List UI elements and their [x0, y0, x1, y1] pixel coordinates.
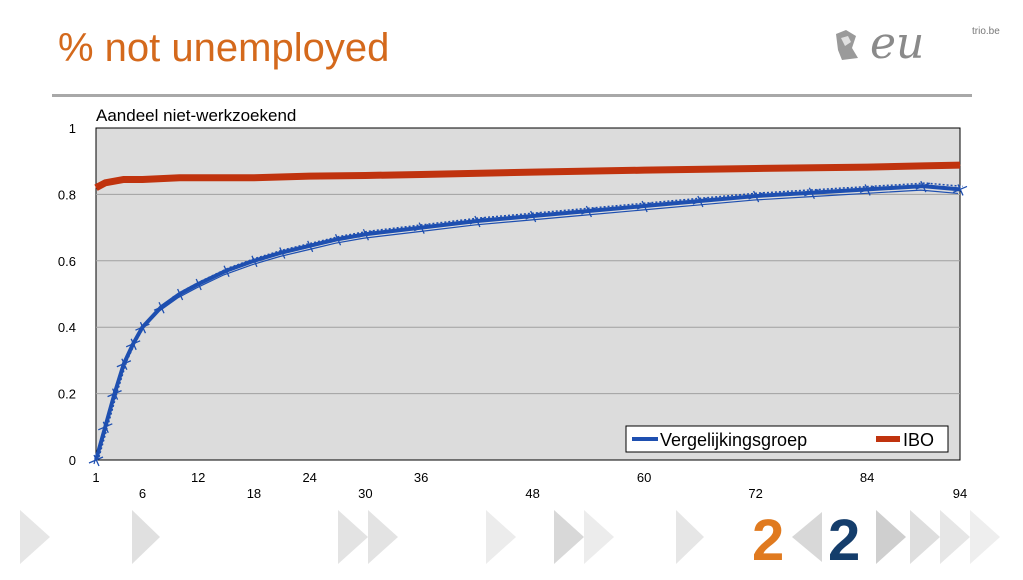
- footer-number-blue: 2: [828, 508, 860, 573]
- nav-chevron-9-icon: [876, 510, 906, 564]
- series-line-ibo: [94, 161, 961, 191]
- series-layer: [88, 161, 968, 467]
- data-point-ibo: [922, 165, 924, 167]
- x-tick-label: 36: [414, 470, 428, 485]
- nav-chevron-12-icon: [970, 510, 1000, 564]
- x-tick-label: 24: [302, 470, 316, 485]
- data-point-ibo: [959, 164, 961, 166]
- title-divider: [52, 94, 972, 97]
- data-point-vergelijkingsgroep: [116, 358, 132, 370]
- data-point-ibo: [253, 177, 255, 179]
- data-point-vergelijkingsgroep: [88, 454, 104, 467]
- data-point-vergelijkingsgroep: [302, 240, 317, 253]
- data-point-vergelijkingsgroep: [915, 180, 931, 193]
- data-point-vergelijkingsgroep: [413, 222, 429, 234]
- data-point-ibo: [420, 173, 422, 175]
- x-tick-label: 48: [525, 486, 539, 501]
- nav-chevron-4-icon: [368, 510, 398, 564]
- nav-chevron-10-icon: [910, 510, 940, 564]
- data-point-vergelijkingsgroep: [246, 255, 262, 268]
- y-tick-label: 0.8: [58, 187, 76, 202]
- data-point-vergelijkingsgroep: [98, 421, 113, 434]
- x-tick-label: 84: [860, 470, 874, 485]
- chart-container: Aandeel niet-werkzoekend 0 0.2 0.4 0.6 0.8 1 …: [0, 100, 1023, 510]
- data-point-ibo: [216, 177, 218, 179]
- x-tick-label: 1: [92, 470, 99, 485]
- data-point-vergelijkingsgroep: [804, 187, 819, 200]
- y-tick-label: 0.4: [58, 320, 76, 335]
- data-point-vergelijkingsgroep: [859, 184, 875, 196]
- brand-logo: eu trio.be: [832, 18, 1022, 78]
- data-point-vergelijkingsgroep: [153, 302, 169, 314]
- nav-chevron-2-icon: [132, 510, 160, 564]
- x-tick-label: 94: [953, 486, 967, 501]
- data-point-ibo: [95, 187, 97, 189]
- data-point-ibo: [104, 182, 106, 184]
- x-tick-label: 18: [247, 486, 261, 501]
- y-tick-label: 0.2: [58, 387, 76, 402]
- line-chart: Aandeel niet-werkzoekend 0 0.2 0.4 0.6 0.8 1 …: [58, 106, 968, 501]
- data-point-vergelijkingsgroep: [172, 288, 187, 301]
- nav-chevron-8-icon: [676, 510, 704, 564]
- x-tick-label: 6: [139, 486, 146, 501]
- data-point-ibo: [179, 177, 181, 179]
- data-point-vergelijkingsgroep: [358, 228, 373, 241]
- data-point-ibo: [364, 174, 366, 176]
- footer-number-orange: 2: [752, 508, 784, 573]
- data-point-vergelijkingsgroep: [218, 265, 234, 278]
- y-tick-label: 0.6: [58, 254, 76, 269]
- data-point-vergelijkingsgroep: [274, 247, 290, 259]
- footer-graphic: 2 2: [20, 508, 1000, 573]
- data-point-vergelijkingsgroep: [125, 338, 141, 351]
- logo-script: eu: [870, 18, 925, 69]
- chart-title: Aandeel niet-werkzoekend: [96, 106, 296, 125]
- x-tick-label: 60: [637, 470, 651, 485]
- x-axis-ticks: 1 12 24 36 60 84 6 18 30 48 72 94: [92, 470, 967, 501]
- y-tick-label: 1: [69, 121, 76, 136]
- flag-badge-icon: [832, 28, 862, 64]
- logo-site-label: trio.be: [972, 26, 1000, 37]
- y-tick-label: 0: [69, 453, 76, 468]
- nav-chevron-11-icon: [940, 510, 970, 564]
- plot-area: [95, 127, 961, 461]
- data-point-vergelijkingsgroep: [190, 278, 206, 291]
- data-point-vergelijkingsgroep: [469, 215, 485, 228]
- slide-title: % not unemployed: [58, 26, 390, 70]
- nav-chevron-7-icon: [584, 510, 614, 564]
- y-axis-ticks: 0 0.2 0.4 0.6 0.8 1: [58, 121, 76, 468]
- footer-navigation: 2 2: [0, 500, 1023, 575]
- data-point-ibo: [141, 178, 143, 180]
- data-point-vergelijkingsgroep: [636, 200, 652, 213]
- nav-chevron-left-icon: [792, 512, 822, 562]
- x-tick-label: 12: [191, 470, 205, 485]
- data-point-vergelijkingsgroep: [330, 233, 345, 246]
- data-point-vergelijkingsgroep: [135, 321, 150, 334]
- nav-chevron-5-icon: [486, 510, 516, 564]
- data-point-vergelijkingsgroep: [581, 205, 596, 218]
- x-tick-label: 72: [748, 486, 762, 501]
- data-point-vergelijkingsgroep: [107, 388, 122, 400]
- nav-chevron-1-icon: [20, 510, 50, 564]
- data-point-vergelijkingsgroep: [952, 184, 968, 196]
- series-line-vergelijkingsgroep: [94, 184, 961, 461]
- data-point-ibo: [755, 168, 757, 170]
- data-point-ibo: [532, 171, 534, 173]
- data-point-vergelijkingsgroep: [692, 195, 708, 208]
- legend-label-vergelijkingsgroep: Vergelijkingsgroep: [660, 430, 807, 450]
- legend-label-ibo: IBO: [903, 430, 934, 450]
- legend: Vergelijkingsgroep IBO: [625, 425, 949, 453]
- data-point-ibo: [309, 175, 311, 177]
- nav-chevron-6-icon: [554, 510, 584, 564]
- data-point-vergelijkingsgroep: [748, 190, 763, 203]
- nav-chevron-3-icon: [338, 510, 368, 564]
- data-point-vergelijkingsgroep: [525, 210, 540, 223]
- x-tick-label: 30: [358, 486, 372, 501]
- data-point-ibo: [123, 178, 125, 180]
- data-point-ibo: [866, 166, 868, 168]
- data-point-ibo: [643, 169, 645, 171]
